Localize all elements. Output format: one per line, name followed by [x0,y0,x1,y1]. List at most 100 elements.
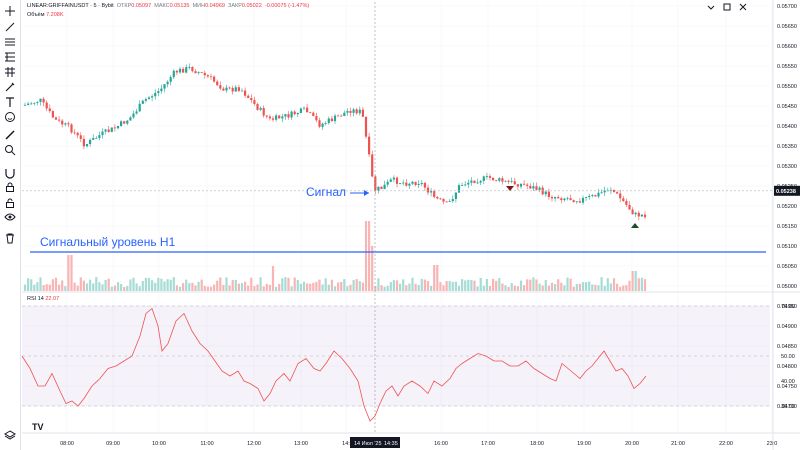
eye-icon[interactable] [3,210,17,224]
candle-body [473,180,476,184]
volume-bar [132,277,135,291]
tradingview-logo[interactable]: TV [32,422,44,432]
candle-body [628,204,631,210]
candle-body [138,103,141,112]
maximize-icon[interactable] [722,2,732,12]
candle-body [557,197,560,199]
candle-body [504,180,507,182]
candle-body [79,135,82,139]
volume-bar [550,282,554,291]
volume-bar [457,285,461,291]
candle-body [501,178,504,182]
trash-icon[interactable] [3,231,17,245]
candle-body [70,124,73,133]
candle-body [318,120,321,127]
candle-body [123,121,126,124]
volume-bar [606,278,609,291]
volume-bar [219,277,222,291]
pitchfork-icon[interactable] [3,50,17,64]
lock-all-icon[interactable] [3,196,17,210]
chevron-down-icon[interactable] [706,2,716,12]
volume-bar [557,279,560,291]
volume-bar [634,271,637,291]
zoom-icon[interactable] [3,143,17,157]
candle-body [467,182,470,185]
volume-bar [368,221,371,291]
magnet-icon[interactable] [3,166,17,180]
cursor-icon[interactable] [3,4,17,18]
fib-icon[interactable] [3,65,17,79]
volume-bar [374,286,377,291]
volume-bar [262,286,265,291]
candle-body [430,191,433,193]
candle-body [436,196,439,199]
low-label: МИН [192,3,206,9]
price-tick-label: 0.05050 [777,264,797,270]
volume-bar [39,277,42,291]
volume-bar [541,285,544,291]
volume-bar [54,277,58,291]
candle-body [182,68,185,73]
volume-bar [92,283,95,291]
volume-bar [581,282,585,291]
candle-body [485,176,488,177]
candle-body [287,114,290,118]
candle-body [39,98,42,102]
volume-bar [572,286,575,291]
volume-bar [123,286,126,291]
volume-bar [600,277,603,291]
candle-body [302,107,306,109]
candle-body [594,195,597,197]
volume-bar [411,277,414,291]
volume-bar [200,279,203,291]
rsi-line [21,307,647,422]
volume-bar [516,286,519,291]
volume-bar [358,281,361,291]
volume-bar [389,282,392,291]
volume-bar [188,283,191,291]
candle-body [126,120,129,124]
volume-bar [349,284,352,291]
volume-bar [275,286,278,291]
current-price-label: 0.05238 [776,189,796,195]
symbol-name[interactable]: LINEAR:GRIFFAINUSDT · 5 · Bybit [27,3,114,9]
candle-body [575,201,578,203]
candle-body [529,185,532,189]
volume-bar [268,284,271,291]
candle-body [141,100,144,104]
volume-bar [206,286,209,291]
candle-body [268,116,271,119]
crosshair-time-tag [350,437,400,448]
volume-bar [129,279,132,291]
volume-bar [144,277,147,291]
text-icon[interactable] [3,95,17,109]
lock-icon[interactable] [3,180,17,194]
brush-icon[interactable] [3,80,17,94]
rsi-legend: RSI 14 22.07 [27,296,59,302]
layers-icon[interactable] [3,428,17,442]
emoji-icon[interactable] [3,110,17,124]
volume-bar [439,282,442,291]
trend-line-icon[interactable] [3,20,17,34]
time-tick-label: 22:00 [719,441,733,447]
price-tick-label: 0.04800 [777,364,797,370]
candle-body [23,104,27,106]
volume-label: Объём [27,12,45,18]
close-icon[interactable] [738,2,748,12]
volume-bar [290,286,293,291]
ruler-icon[interactable] [3,128,17,142]
candle-body [482,176,485,181]
candle-body [132,113,135,118]
open-value: 0.05097 [131,3,152,9]
volume-bar [76,285,79,291]
volume-bar [36,282,39,291]
change-value: -0.00075 (-1.47%) [264,3,310,9]
volume-bar [293,277,296,291]
horizontal-lines-icon[interactable] [3,35,17,49]
candle-body [457,185,461,193]
candle-body [389,179,392,182]
candle-body [479,180,482,183]
volume-bar [284,277,287,291]
volume-bar [445,281,448,291]
